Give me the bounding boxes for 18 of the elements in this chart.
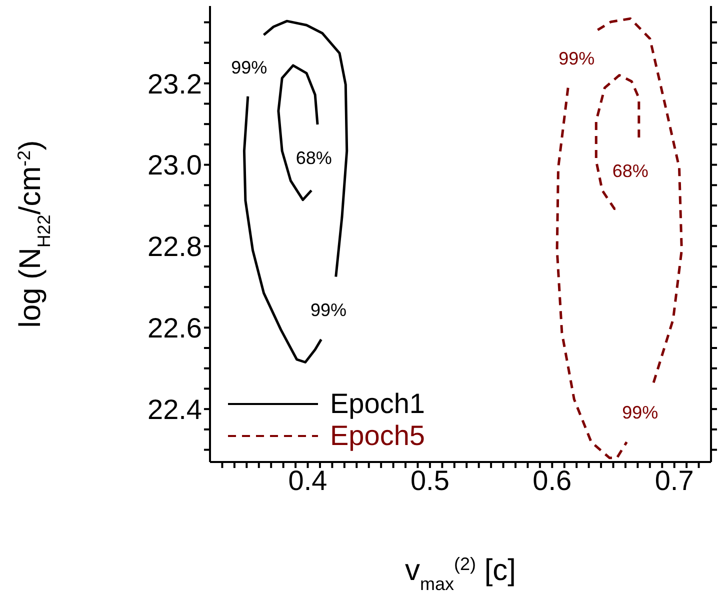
- x-tick-label: 0.4: [288, 464, 328, 496]
- y-tick-label: 23.2: [148, 68, 202, 100]
- annotation: 99%: [231, 57, 268, 78]
- annotation: 99%: [622, 402, 658, 423]
- y-tick-label: 23.0: [148, 150, 202, 181]
- annotation: 68%: [612, 161, 648, 182]
- legend-label: Epoch5: [330, 420, 425, 452]
- y-tick-label: 22.8: [148, 231, 202, 262]
- legend-label: Epoch1: [330, 388, 425, 420]
- x-tick-label: 0.5: [410, 464, 450, 496]
- x-axis-title: v$_{max}$$^{(2)}$ [c]: [404, 554, 516, 594]
- x-tick-label: 0.6: [532, 464, 572, 496]
- annotation: 68%: [296, 148, 332, 168]
- y-tick-label: 22.4: [148, 394, 202, 426]
- annotation: 99%: [310, 300, 347, 320]
- x-tick-label: 0.7: [654, 464, 694, 496]
- annotation: 99%: [558, 48, 595, 68]
- y-tick-label: 22.6: [148, 312, 202, 344]
